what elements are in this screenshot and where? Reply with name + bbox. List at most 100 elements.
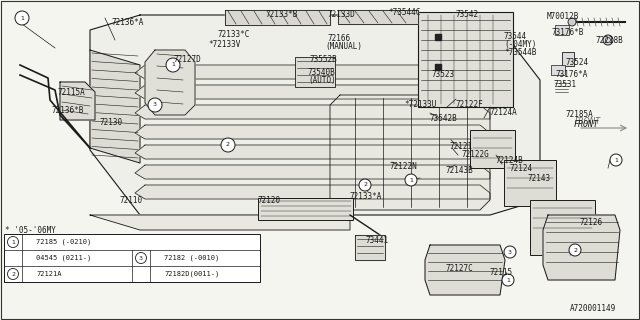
Bar	[295, 57, 335, 87]
Circle shape	[569, 244, 581, 256]
Text: *72133V: *72133V	[208, 40, 241, 49]
Text: 1: 1	[614, 157, 618, 163]
Polygon shape	[135, 145, 490, 159]
Text: FRONT: FRONT	[575, 117, 601, 126]
Polygon shape	[145, 50, 195, 115]
Text: 72166: 72166	[328, 34, 351, 43]
Text: 73523: 73523	[431, 70, 454, 79]
Text: 72133*B: 72133*B	[265, 10, 298, 19]
Bar	[504, 160, 556, 206]
Text: (MANUAL): (MANUAL)	[325, 42, 362, 51]
Text: 72120: 72120	[258, 196, 281, 205]
Bar	[470, 130, 515, 168]
Text: 1: 1	[11, 239, 15, 244]
Text: 72133*C: 72133*C	[218, 30, 250, 39]
Circle shape	[148, 98, 162, 112]
Text: 2: 2	[573, 247, 577, 252]
Text: A720001149: A720001149	[570, 304, 616, 313]
Circle shape	[8, 236, 19, 247]
Polygon shape	[90, 50, 140, 163]
Text: 72115A: 72115A	[58, 88, 86, 97]
Circle shape	[603, 35, 613, 45]
Text: 1: 1	[171, 62, 175, 68]
Text: 72124: 72124	[510, 164, 533, 173]
Text: FRONT: FRONT	[574, 120, 599, 129]
Text: 72130: 72130	[100, 118, 123, 127]
Text: 73441: 73441	[365, 236, 388, 245]
Text: 72124A: 72124A	[490, 108, 518, 117]
Text: * '05-'06MY: * '05-'06MY	[5, 226, 56, 235]
Circle shape	[359, 179, 371, 191]
Polygon shape	[90, 215, 350, 230]
Text: *73544B: *73544B	[504, 48, 536, 57]
Polygon shape	[338, 10, 418, 24]
Text: 73531: 73531	[554, 80, 577, 89]
Text: 73540B: 73540B	[308, 68, 336, 77]
Text: 72124B: 72124B	[496, 156, 524, 165]
Text: 1: 1	[409, 178, 413, 182]
Text: 72110: 72110	[120, 196, 143, 205]
Circle shape	[502, 274, 514, 286]
Text: 72143: 72143	[528, 174, 551, 183]
Text: 73544: 73544	[504, 32, 527, 41]
Text: 72122N: 72122N	[390, 162, 418, 171]
Circle shape	[221, 138, 235, 152]
Circle shape	[136, 252, 147, 263]
Polygon shape	[135, 65, 490, 79]
Bar	[258, 198, 353, 220]
Text: 73542: 73542	[455, 10, 478, 19]
Text: 73552B: 73552B	[310, 55, 338, 64]
Text: 72218B: 72218B	[596, 36, 624, 45]
Text: 2: 2	[11, 271, 15, 276]
Text: 72136*A: 72136*A	[112, 18, 145, 27]
Circle shape	[504, 246, 516, 258]
Text: 72133*A: 72133*A	[350, 192, 382, 201]
Polygon shape	[135, 85, 490, 99]
Circle shape	[8, 268, 19, 279]
Bar	[4, 234, 260, 282]
Circle shape	[610, 154, 622, 166]
Bar	[555, 25, 569, 35]
Text: 72121: 72121	[450, 142, 473, 151]
Text: 3: 3	[508, 250, 512, 254]
Circle shape	[166, 58, 180, 72]
Text: 73524: 73524	[566, 58, 589, 67]
Text: 72143B: 72143B	[445, 166, 473, 175]
Text: 72182D(0011-): 72182D(0011-)	[164, 271, 220, 277]
Circle shape	[405, 174, 417, 186]
Text: 1: 1	[20, 15, 24, 20]
Polygon shape	[135, 185, 490, 199]
Polygon shape	[135, 165, 490, 179]
Text: 72182 (-0010): 72182 (-0010)	[164, 255, 220, 261]
Text: 73176*A: 73176*A	[555, 70, 588, 79]
Text: 72122G: 72122G	[462, 150, 490, 159]
Polygon shape	[135, 105, 490, 119]
Text: 72136*B: 72136*B	[52, 106, 84, 115]
Polygon shape	[135, 125, 490, 139]
Text: 73542B: 73542B	[430, 114, 458, 123]
Polygon shape	[225, 10, 330, 25]
Text: 72127D: 72127D	[173, 55, 201, 64]
Text: 72126: 72126	[580, 218, 603, 227]
Text: 72122F: 72122F	[456, 100, 484, 109]
Text: M70012B: M70012B	[547, 12, 579, 21]
Text: 2: 2	[226, 142, 230, 148]
Polygon shape	[330, 95, 490, 210]
Bar	[418, 12, 513, 107]
Text: 72185A: 72185A	[566, 110, 594, 119]
Text: 72133D: 72133D	[328, 10, 356, 19]
Text: 72127C: 72127C	[445, 264, 473, 273]
Circle shape	[568, 18, 576, 26]
Polygon shape	[60, 82, 95, 120]
Text: 72115: 72115	[490, 268, 513, 277]
Text: *72133U: *72133U	[404, 100, 436, 109]
Polygon shape	[425, 245, 505, 295]
Text: 73176*B: 73176*B	[551, 28, 584, 37]
Polygon shape	[543, 215, 620, 280]
Text: 3: 3	[153, 102, 157, 108]
Bar	[562, 52, 574, 66]
Text: 3: 3	[139, 255, 143, 260]
Text: (-04MY): (-04MY)	[504, 40, 536, 49]
Text: (AUTO): (AUTO)	[308, 76, 336, 85]
Text: 72185 (-0210): 72185 (-0210)	[36, 239, 92, 245]
